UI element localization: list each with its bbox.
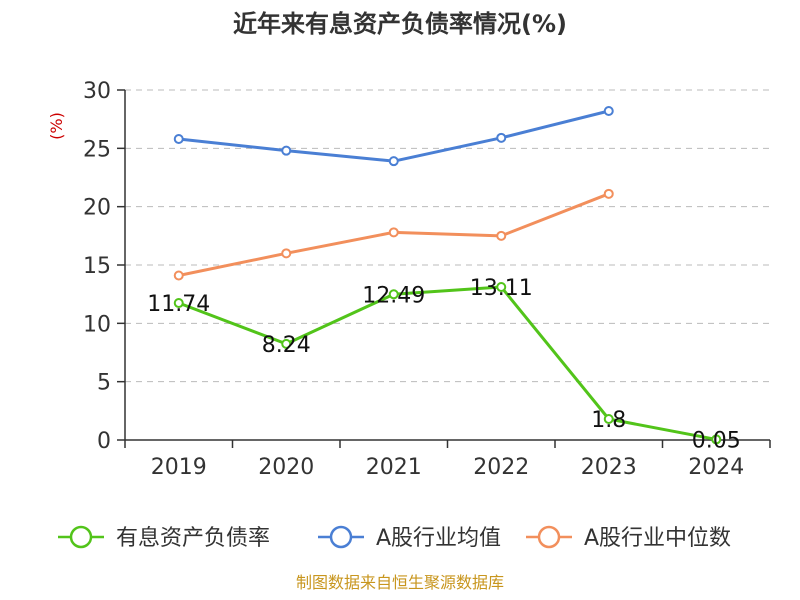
data-point: [173, 134, 184, 144]
grid-lines: [125, 89, 770, 383]
x-tick-label: 2024: [688, 455, 744, 480]
x-tick-label: 2023: [581, 455, 637, 480]
data-point: [388, 156, 399, 167]
x-axis: 2019 2020 2021 2022 2023 2024: [124, 439, 771, 480]
x-tick-label: 2022: [473, 455, 529, 480]
series-line: [178, 285, 717, 441]
y-tick-label: 15: [83, 254, 111, 279]
data-label: 8.24: [262, 333, 311, 358]
data-label: 0.05: [692, 428, 741, 453]
data-point: [603, 414, 614, 424]
data-point: [603, 188, 614, 199]
series-0: [173, 282, 722, 445]
legend-item-2: A股行业中位数: [526, 525, 731, 551]
data-point: [281, 248, 292, 259]
data-point: [496, 132, 507, 143]
series-line: [178, 109, 610, 163]
data-source-note: 制图数据来自恒生聚源数据库: [296, 573, 504, 592]
legend-marker: [69, 525, 93, 549]
y-tick-label: 5: [97, 371, 111, 396]
data-point: [496, 282, 507, 293]
data-label: 13.11: [470, 276, 533, 301]
x-tick-label: 2019: [151, 455, 207, 480]
legend-item-1: A股行业均值: [318, 525, 501, 551]
legend-label: A股行业均值: [376, 526, 501, 551]
data-point: [281, 145, 292, 156]
data-point: [711, 434, 722, 445]
chart-title: 近年来有息资产负债率情况(%): [233, 10, 567, 38]
data-point: [173, 270, 184, 281]
legend-marker: [537, 525, 561, 549]
data-point: [603, 106, 614, 116]
data-point: [281, 338, 292, 349]
legend-marker: [329, 525, 353, 549]
series-group: [173, 106, 722, 445]
data-point: [388, 227, 399, 238]
series-2: [173, 188, 614, 281]
legend-label: A股行业中位数: [584, 526, 731, 551]
y-tick-label: 25: [83, 137, 111, 162]
y-tick-label: 10: [83, 312, 111, 337]
data-label: 11.74: [147, 292, 210, 317]
x-tick-label: 2021: [366, 455, 422, 480]
y-axis: 0 5 10 15 20 25 30: [83, 79, 126, 454]
y-tick-label: 20: [83, 196, 111, 221]
data-label: 1.8: [591, 408, 626, 433]
legend-item-0: 有息资产负债率: [58, 525, 270, 551]
data-point: [496, 230, 507, 241]
x-tick-label: 2020: [258, 455, 314, 480]
y-axis-unit: (%): [47, 112, 66, 140]
data-label: 12.49: [362, 283, 425, 308]
y-tick-label: 0: [97, 429, 111, 454]
legend-label: 有息资产负债率: [116, 526, 270, 551]
y-tick-label: 30: [83, 79, 111, 104]
data-point: [173, 298, 184, 309]
series-1: [173, 106, 614, 167]
data-labels: 11.74 8.24 12.49 13.11 1.8 0.05: [147, 276, 740, 453]
legend: 有息资产负债率 A股行业均值 A股行业中位数: [58, 525, 731, 551]
data-point: [388, 289, 399, 300]
